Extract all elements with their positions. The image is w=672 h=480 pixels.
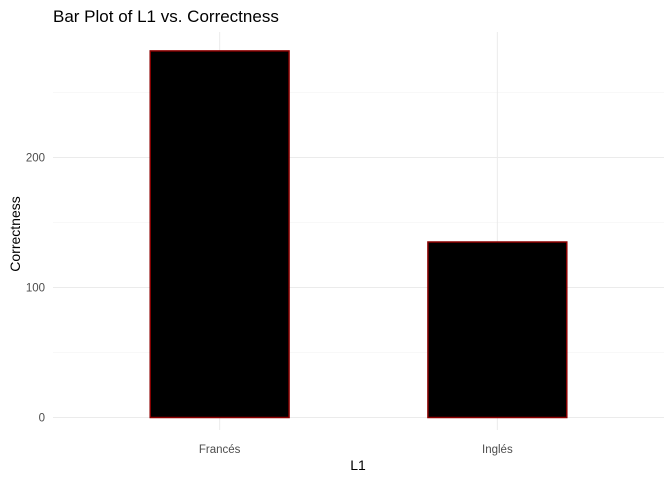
x-tick-label: Francés (199, 444, 241, 456)
y-axis-title: Correctness (7, 196, 23, 271)
y-tick-label: 200 (26, 153, 45, 165)
x-axis-title: L1 (350, 457, 366, 473)
bar (149, 50, 290, 419)
grid-lines (53, 32, 664, 430)
x-axis-ticks: Francés Inglés (199, 444, 513, 456)
bars (149, 50, 568, 419)
y-tick-label: 100 (26, 283, 45, 295)
chart-title: Bar Plot of L1 vs. Correctness (53, 7, 279, 26)
bar (427, 241, 568, 419)
y-tick-label: 0 (39, 413, 45, 425)
y-axis-ticks: 0 100 200 (26, 153, 45, 425)
x-tick-label: Inglés (482, 444, 513, 456)
